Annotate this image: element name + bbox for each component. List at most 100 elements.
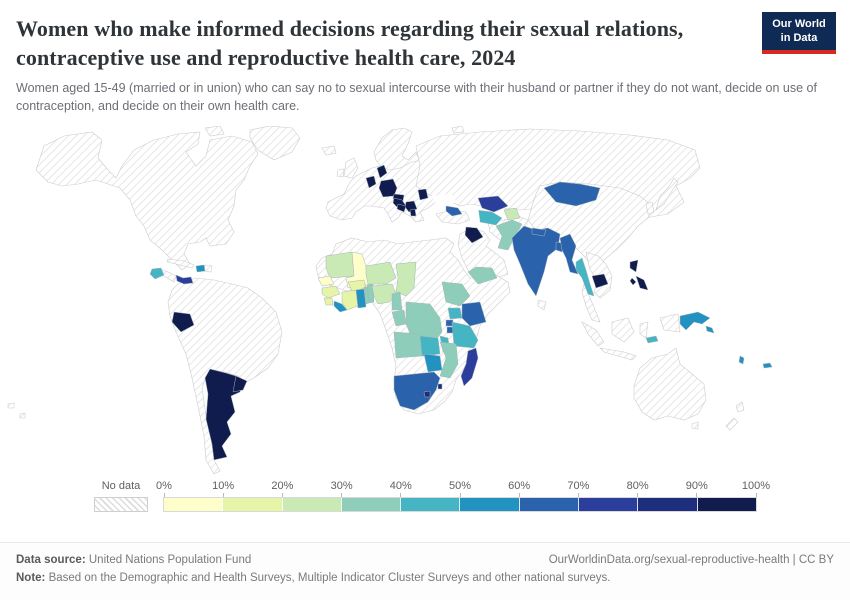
region-cuba xyxy=(166,258,195,269)
region-sumatra xyxy=(581,321,605,347)
legend-ticks xyxy=(163,493,757,498)
country-yemen[interactable] xyxy=(467,266,498,285)
region-north-america xyxy=(35,131,259,271)
country-guinea[interactable] xyxy=(321,285,341,299)
owid-logo-line2: in Data xyxy=(780,31,818,44)
note-label: Note: xyxy=(16,571,46,584)
data-source-line: Data source: United Nations Population F… xyxy=(16,552,251,570)
owid-logo[interactable]: Our World in Data xyxy=(762,12,836,54)
country-haiti[interactable] xyxy=(195,264,206,273)
country-kenya[interactable] xyxy=(461,301,487,327)
country-uganda[interactable] xyxy=(447,307,463,320)
country-cambodia[interactable] xyxy=(591,273,609,289)
region-west-papua xyxy=(659,313,681,333)
region-china xyxy=(527,181,653,267)
country-zambia[interactable] xyxy=(419,335,441,357)
data-countries xyxy=(149,164,773,461)
region-australia xyxy=(633,347,707,421)
chart-header: Women who make informed decisions regard… xyxy=(0,0,850,126)
country-ghana[interactable] xyxy=(355,288,367,309)
country-ecuador[interactable] xyxy=(171,311,195,333)
country-fiji[interactable] xyxy=(762,362,773,369)
country-albania[interactable] xyxy=(409,208,417,217)
data-source-value: United Nations Population Fund xyxy=(85,554,252,566)
region-iceland xyxy=(321,145,337,156)
country-tajikistan[interactable] xyxy=(503,207,521,221)
region-tasmania xyxy=(691,421,699,430)
country-thailand[interactable] xyxy=(575,257,595,297)
country-mongolia[interactable] xyxy=(543,181,601,207)
region-ireland xyxy=(336,168,345,178)
legend-tick-labels: 0% 10% 20% 30% 40% 50% 60% 70% 80% 90% 100% xyxy=(156,480,771,492)
country-benin[interactable] xyxy=(366,283,375,304)
country-chad[interactable] xyxy=(395,261,417,297)
country-mozambique[interactable] xyxy=(439,341,459,379)
country-vanuatu[interactable] xyxy=(738,355,745,365)
no-data-swatch xyxy=(94,497,148,512)
country-philippines[interactable] xyxy=(629,259,649,291)
country-mauritania[interactable] xyxy=(325,251,355,279)
country-drc[interactable] xyxy=(405,301,443,341)
region-malay-peninsula xyxy=(581,283,601,323)
country-lesotho[interactable] xyxy=(423,390,431,398)
country-uzbekistan[interactable] xyxy=(477,195,509,213)
country-liberia[interactable] xyxy=(333,300,348,313)
data-source-label: Data source: xyxy=(16,554,86,566)
region-japan xyxy=(655,177,679,211)
country-cameroon[interactable] xyxy=(391,291,403,311)
inland-seas xyxy=(432,194,480,226)
region-pacific-islands xyxy=(7,402,26,419)
country-tanzania[interactable] xyxy=(451,321,479,349)
country-nepal[interactable] xyxy=(531,227,547,237)
country-pakistan[interactable] xyxy=(495,219,523,251)
country-zimbabwe[interactable] xyxy=(423,353,443,373)
country-denmark[interactable] xyxy=(376,164,388,179)
country-ethiopia[interactable] xyxy=(441,281,471,307)
country-turkmenistan[interactable] xyxy=(475,209,503,226)
country-timor-leste[interactable] xyxy=(645,335,659,344)
no-data-label: No data xyxy=(101,480,141,492)
region-new-zealand-south xyxy=(725,417,739,431)
country-nigeria[interactable] xyxy=(371,283,397,305)
chart-footer: Data source: United Nations Population F… xyxy=(0,542,850,600)
country-burundi[interactable] xyxy=(446,326,454,334)
country-guatemala[interactable] xyxy=(149,267,165,280)
country-moldova[interactable] xyxy=(417,188,429,201)
chart-title: Women who make informed decisions regard… xyxy=(16,16,684,71)
country-angola[interactable] xyxy=(393,331,423,359)
choropleth-svg xyxy=(7,126,773,475)
country-uruguay[interactable] xyxy=(232,375,248,393)
note-line: Note: Based on the Demographic and Healt… xyxy=(16,570,834,588)
region-new-zealand-north xyxy=(735,401,745,413)
country-bosnia[interactable] xyxy=(396,203,407,213)
legend-no-data[interactable]: No data xyxy=(94,480,148,512)
country-india[interactable] xyxy=(511,225,561,297)
legend-color-bar[interactable] xyxy=(164,498,756,511)
country-netherlands[interactable] xyxy=(365,175,377,189)
owid-link[interactable]: OurWorldinData.org/sexual-reproductive-h… xyxy=(548,554,834,566)
region-arctic-islands xyxy=(204,126,225,137)
country-sierra-leone[interactable] xyxy=(323,297,334,306)
country-azerbaijan[interactable] xyxy=(445,205,463,217)
owid-logo-line1: Our World xyxy=(772,18,826,30)
region-south-america xyxy=(167,277,283,475)
region-java xyxy=(599,347,637,361)
country-niger[interactable] xyxy=(365,261,397,285)
map-legend: No data 0% 10% 20% 30% 40% 50% 60% 70% 80% 90% 100… xyxy=(0,480,850,518)
country-south-africa[interactable] xyxy=(393,371,441,411)
country-senegal[interactable] xyxy=(317,275,335,287)
region-korea xyxy=(645,201,655,215)
country-solomon-islands[interactable] xyxy=(705,325,715,334)
note-value: Based on the Demographic and Health Surv… xyxy=(45,571,611,584)
chart-subtitle: Women aged 15-49 (married or in union) w… xyxy=(16,81,817,114)
country-myanmar[interactable] xyxy=(559,233,579,275)
country-madagascar[interactable] xyxy=(460,347,479,387)
region-sri-lanka xyxy=(537,299,547,311)
region-sulawesi xyxy=(639,321,649,339)
country-eswatini[interactable] xyxy=(437,383,443,390)
country-papua-new-guinea[interactable] xyxy=(679,311,711,331)
world-map xyxy=(0,126,850,478)
region-borneo xyxy=(611,317,635,343)
country-jordan[interactable] xyxy=(464,226,484,244)
country-panama[interactable] xyxy=(175,274,194,285)
